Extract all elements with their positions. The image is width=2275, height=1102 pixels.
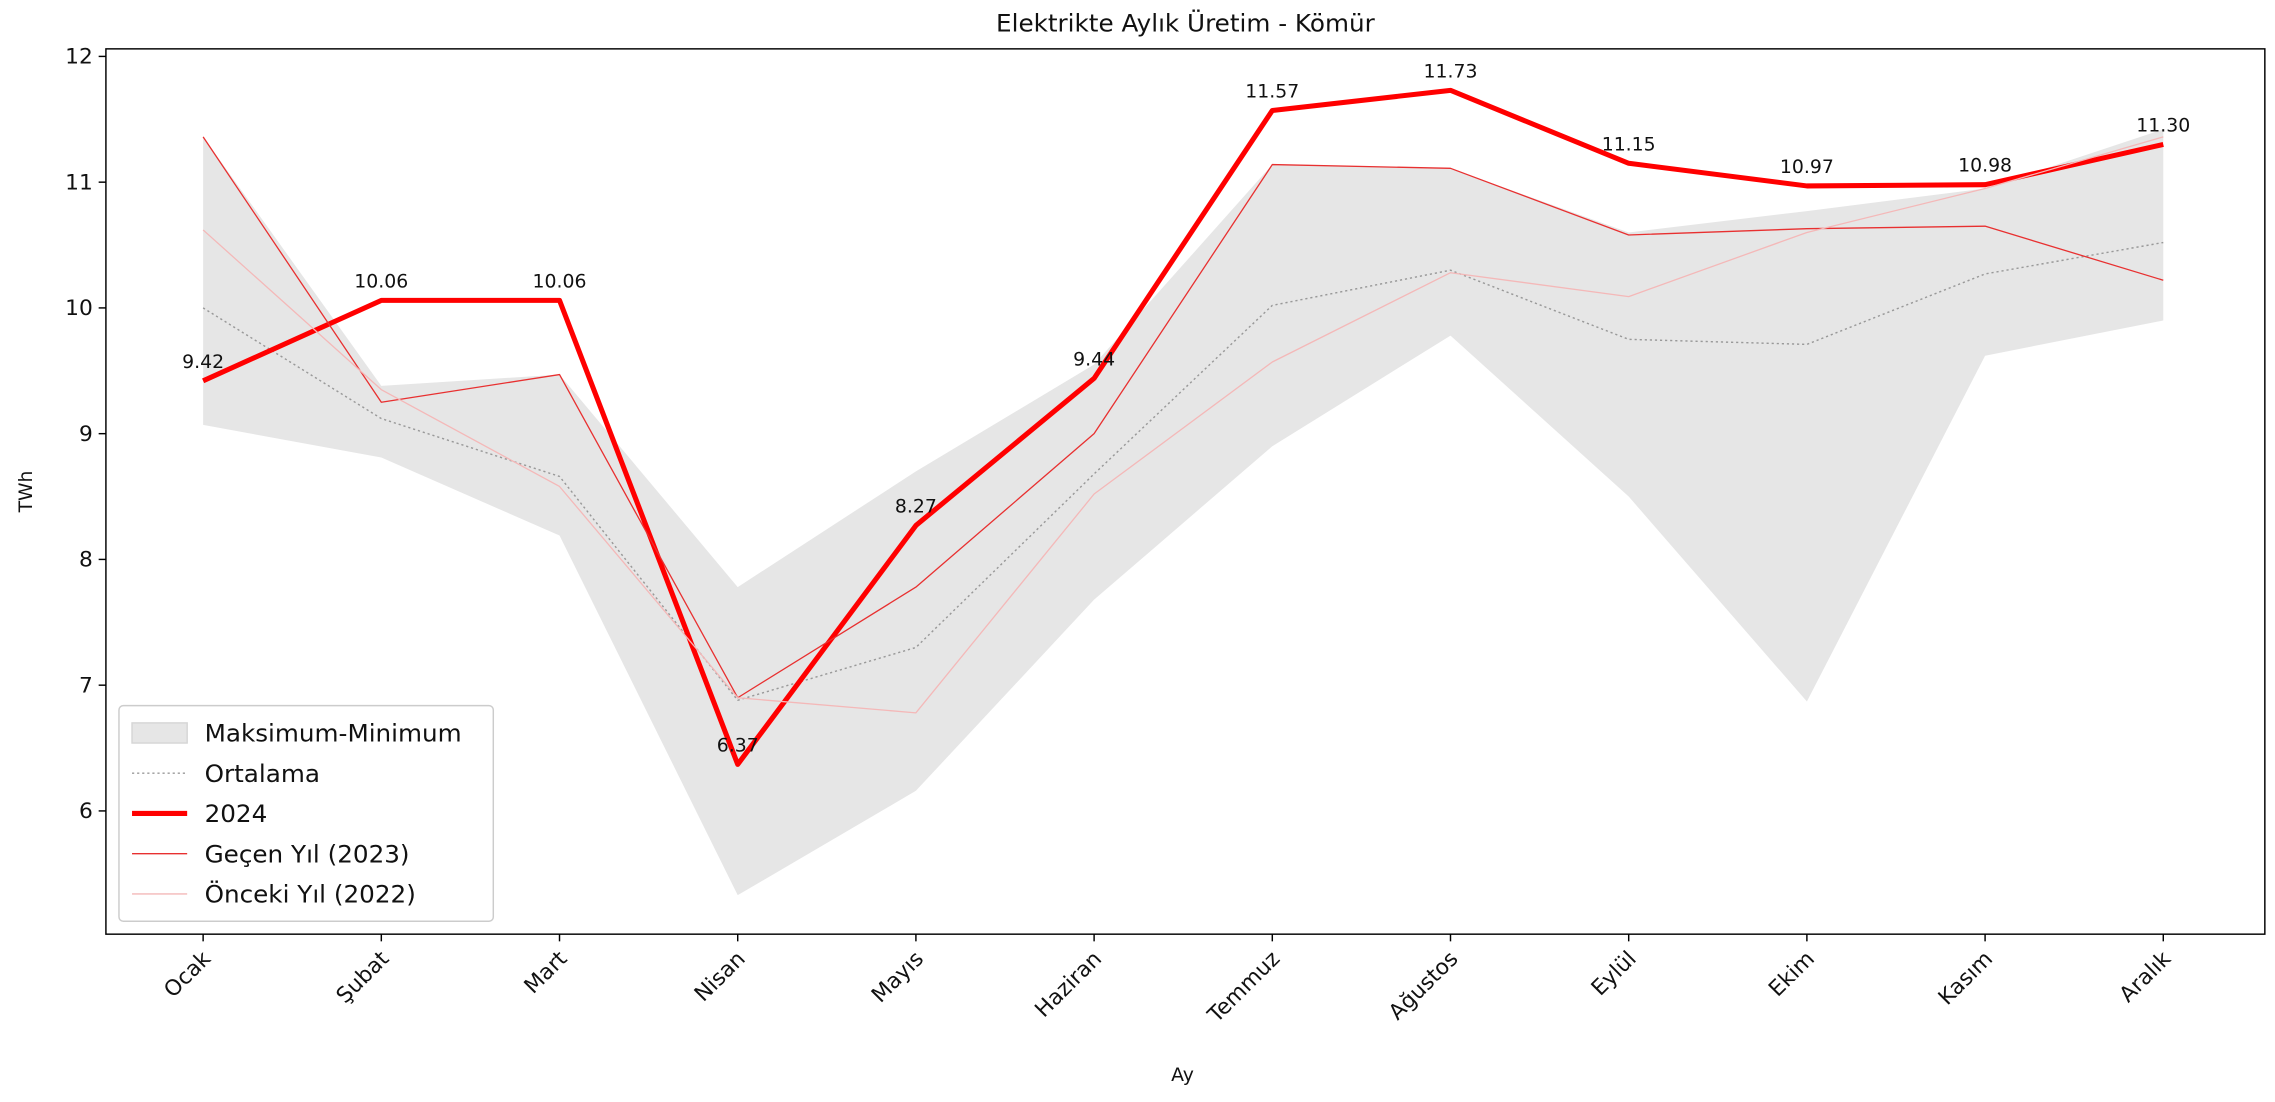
- series-line: [202, 136, 2164, 699]
- y-tick-label: 7: [79, 673, 93, 698]
- data-label: 6.37: [717, 736, 759, 757]
- data-label: 11.30: [2136, 116, 2190, 137]
- data-label: 9.44: [1073, 349, 1115, 370]
- data-label: 10.06: [354, 272, 408, 293]
- y-tick-label: 12: [65, 45, 93, 70]
- y-axis-label: TWh: [16, 471, 37, 514]
- legend-label: Maksimum-Minimum: [205, 719, 462, 748]
- range-band: [203, 129, 2164, 896]
- data-label: 11.57: [1245, 82, 1299, 103]
- plot-frame: [105, 48, 2266, 935]
- legend-label: 2024: [205, 799, 268, 828]
- data-label: 8.27: [895, 497, 937, 518]
- legend-label: Ortalama: [205, 759, 320, 788]
- legend-swatch: [131, 722, 188, 744]
- series-line: [202, 87, 2164, 767]
- series-line: [202, 136, 2164, 714]
- data-label: 10.98: [1958, 156, 2012, 177]
- series-line: [202, 241, 2164, 701]
- y-tick-label: 8: [79, 548, 93, 573]
- y-tick-label: 9: [79, 422, 93, 447]
- legend-label: Önceki Yıl (2022): [205, 880, 416, 909]
- y-tick-label: 10: [65, 296, 93, 321]
- x-axis-label: Ay: [1171, 1065, 1194, 1086]
- data-label: 9.42: [182, 352, 224, 373]
- data-label: 11.15: [1602, 134, 1656, 155]
- chart-title: Elektrikte Aylık Üretim - Kömür: [996, 9, 1376, 38]
- legend-box: [118, 704, 495, 922]
- data-label: 11.73: [1424, 62, 1478, 83]
- data-label: 10.06: [533, 272, 587, 293]
- y-tick-label: 11: [65, 170, 93, 195]
- data-label: 10.97: [1780, 157, 1834, 178]
- y-tick-label: 6: [79, 799, 93, 824]
- legend-label: Geçen Yıl (2023): [205, 839, 410, 868]
